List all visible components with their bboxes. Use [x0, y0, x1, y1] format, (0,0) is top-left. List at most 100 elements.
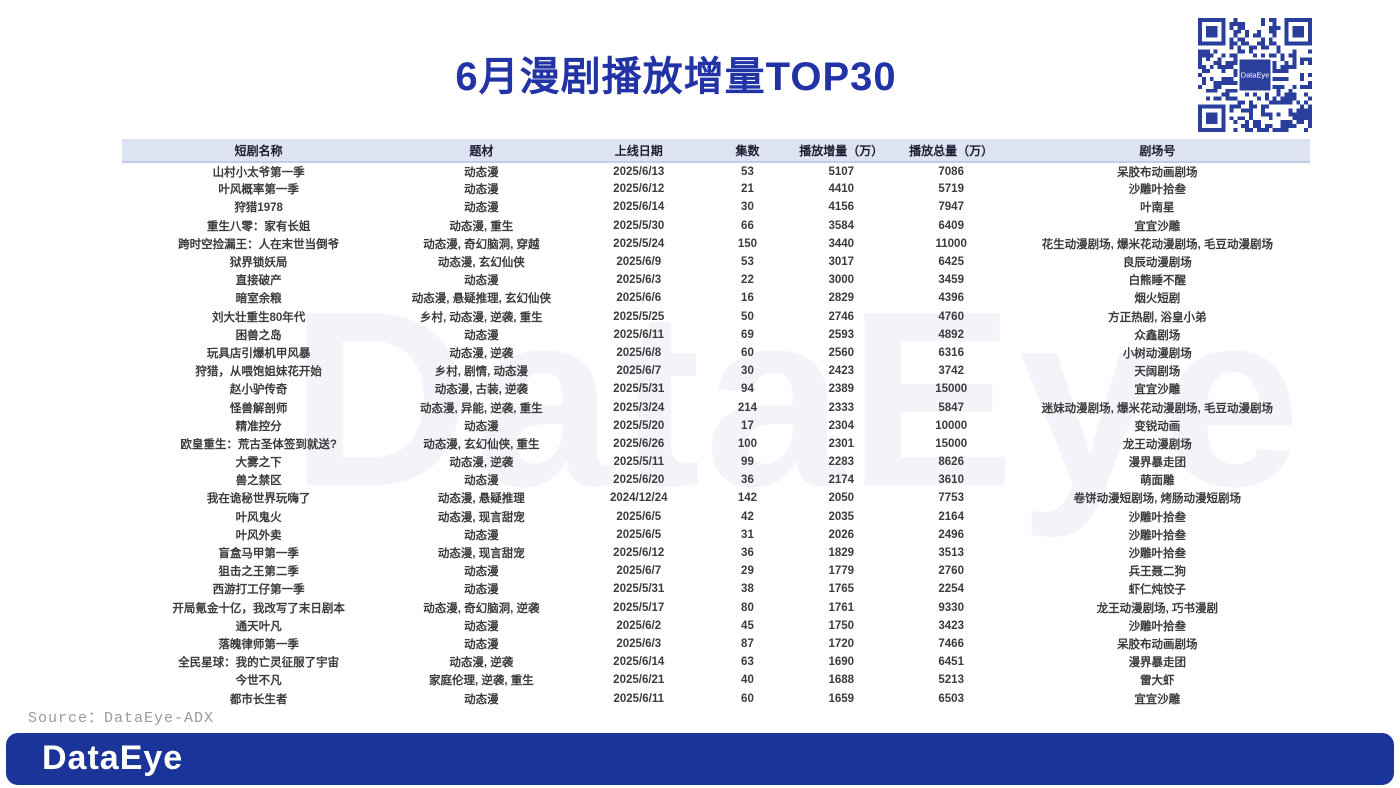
table-cell: 乡村, 剧情, 动态漫: [434, 366, 528, 379]
table-cell: 6503: [938, 692, 964, 705]
table-cell: 2025/6/8: [616, 346, 662, 359]
table-row: 通天叶凡 动态漫 2025/6/2 45 1750 3423 沙雕叶拾叁: [122, 617, 1310, 635]
table-row: 盲盒马甲第一季 动态漫, 现言甜宠 2025/6/12 36 1829 3513 沙雕叶拾叁: [122, 544, 1310, 562]
table-cell: 动态漫: [464, 202, 499, 215]
table-cell: 狙击之王第二季: [218, 566, 299, 579]
table-cell: 38: [741, 583, 754, 596]
table-cell: 5719: [938, 183, 964, 196]
table-cell: 60: [741, 692, 754, 705]
table-cell: 2025/5/31: [613, 383, 665, 396]
table-row: 刘大壮重生80年代 乡村, 动态漫, 逆袭, 重生 2025/5/25 50 2746 4…: [122, 308, 1310, 326]
table-cell: 21: [741, 183, 754, 196]
table-cell: 2050: [828, 492, 855, 505]
table-cell: 16: [741, 292, 754, 305]
table-cell: 2025/5/30: [613, 219, 665, 232]
table-cell: 29: [741, 565, 754, 578]
table-cell: 9330: [938, 601, 964, 614]
table-cell: 动态漫: [464, 275, 499, 288]
table-header-cell: 集数: [710, 139, 785, 163]
table-cell: 7947: [938, 201, 964, 214]
table-cell: 动态漫, 逆袭: [449, 657, 514, 670]
table-cell: 龙王动漫剧场: [1122, 438, 1192, 451]
table-cell: 开局氪金十亿，我改写了末日剧本: [172, 602, 345, 615]
table-cell: 15000: [935, 437, 968, 450]
table-cell: 动态漫, 异能, 逆袭, 重生: [420, 402, 543, 415]
table-header-cell: 上线日期: [567, 139, 711, 163]
table-cell: 2025/6/11: [613, 328, 665, 341]
table-cell: 虾仁炖饺子: [1128, 584, 1187, 597]
top30-table: 短剧名称 题材 上线日期 集数 播放增量（万） 播放总量（万） 剧场号 山村小太爷第一季 动态…: [122, 139, 1310, 708]
table-cell: 42: [741, 510, 754, 523]
table-cell: 3610: [938, 474, 964, 487]
svg-text:DataEye: DataEye: [1241, 70, 1270, 79]
table-cell: 2025/6/3: [616, 637, 662, 650]
table-row: 大雾之下 动态漫, 逆袭 2025/5/11 99 2283 8626 漫界暴走团: [122, 453, 1310, 471]
table-cell: 动态漫: [464, 475, 499, 488]
table-cell: 跨时空捡漏王：人在末世当倒爷: [178, 238, 340, 251]
table-cell: 动态漫, 古装, 逆袭: [434, 384, 528, 397]
table-cell: 2025/6/6: [616, 292, 662, 305]
table-cell: 家庭伦理, 逆袭, 重生: [428, 675, 534, 688]
table-cell: 1688: [828, 674, 855, 687]
table-cell: 6451: [938, 656, 964, 669]
table-cell: 重生八零：家有长姐: [206, 220, 311, 233]
table-cell: 动态漫: [464, 420, 499, 433]
table-cell: 狱界锁妖局: [229, 257, 288, 270]
table-row: 狩猎1978 动态漫 2025/6/14 30 4156 7947 叶南星: [122, 198, 1310, 216]
table-cell: 玩具店引爆机甲风暴: [206, 347, 311, 360]
table-row: 玩具店引爆机甲风暴 动态漫, 逆袭 2025/6/8 60 2560 6316 小树动漫剧场: [122, 344, 1310, 362]
table-cell: 刘大壮重生80年代: [211, 311, 306, 324]
qr-code: DataEye: [1198, 18, 1312, 132]
table-cell: 3584: [828, 219, 855, 232]
table-cell: 动态漫: [464, 584, 499, 597]
table-cell: 暗室余粮: [235, 293, 282, 306]
table-cell: 西游打工仔第一季: [212, 584, 305, 597]
table-cell: 动态漫: [464, 566, 499, 579]
table-cell: 36: [741, 547, 754, 560]
table-row: 暗室余粮 动态漫, 悬疑推理, 玄幻仙侠 2025/6/6 16 2829 4396 烟火短…: [122, 289, 1310, 307]
table-cell: 天阔剧场: [1134, 366, 1181, 379]
table-cell: 150: [737, 237, 758, 250]
table-cell: 30: [741, 201, 754, 214]
table-cell: 宜宜沙雕: [1134, 220, 1181, 233]
table-cell: 沙雕叶拾叁: [1128, 511, 1187, 524]
table-cell: 2333: [828, 401, 855, 414]
table-cell: 50: [741, 310, 754, 323]
table-cell: 动态漫: [464, 620, 499, 633]
table-row: 落魄律师第一季 动态漫 2025/6/3 87 1720 7466 呆胶布动画剧场: [122, 635, 1310, 653]
table-cell: 雷大虾: [1140, 675, 1175, 688]
table-cell: 80: [741, 601, 754, 614]
table-cell: 2025/6/21: [613, 674, 665, 687]
table-row: 怪兽解剖师 动态漫, 异能, 逆袭, 重生 2025/3/24 214 2333 5847…: [122, 398, 1310, 416]
page-title: 6月漫剧播放增量TOP30: [455, 55, 897, 99]
table-cell: 8626: [938, 456, 964, 469]
table-cell: 盲盒马甲第一季: [218, 548, 299, 561]
table-row: 重生八零：家有长姐 动态漫, 重生 2025/5/30 66 3584 6409 宜宜沙雕: [122, 217, 1310, 235]
table-cell: 1659: [828, 692, 855, 705]
table-body: 山村小太爷第一季 动态漫 2025/6/13 53 5107 7086 呆胶布动画剧场 叶风概…: [122, 162, 1310, 708]
table-cell: 2025/6/14: [613, 656, 665, 669]
table-cell: 53: [741, 256, 754, 269]
table-cell: 5107: [828, 165, 855, 178]
table-cell: 2164: [938, 510, 964, 523]
table-cell: 狩猎，从喂饱姐妹花开始: [195, 366, 322, 379]
brand-bar: DataEye: [6, 733, 1394, 785]
table-cell: 3440: [828, 237, 855, 250]
table-cell: 2025/6/5: [616, 528, 662, 541]
table-cell: 60: [741, 346, 754, 359]
table-row: 困兽之岛 动态漫 2025/6/11 69 2593 4892 众鑫剧场: [122, 326, 1310, 344]
table-cell: 沙雕叶拾叁: [1128, 184, 1187, 197]
table-cell: 2035: [828, 510, 855, 523]
table-cell: 2025/3/24: [613, 401, 665, 414]
table-cell: 2025/6/12: [613, 183, 665, 196]
table-cell: 宜宜沙雕: [1134, 693, 1181, 706]
table-cell: 动态漫: [464, 329, 499, 342]
table-cell: 乡村, 动态漫, 逆袭, 重生: [420, 311, 543, 324]
table-cell: 小树动漫剧场: [1122, 347, 1192, 360]
table-cell: 5213: [938, 674, 964, 687]
table-cell: 15000: [935, 383, 968, 396]
table-cell: 40: [741, 674, 754, 687]
table-cell: 白熊睡不醒: [1128, 275, 1187, 288]
table-cell: 1779: [828, 565, 855, 578]
